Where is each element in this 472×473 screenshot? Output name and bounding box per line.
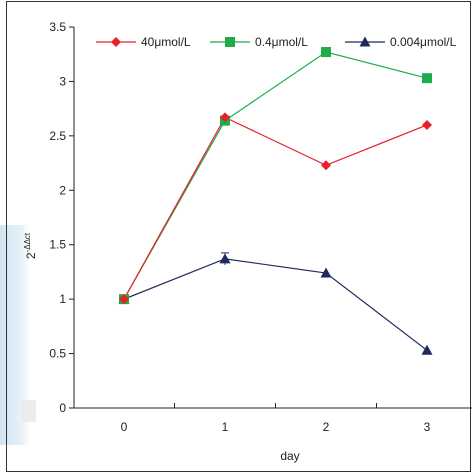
x-tick-label: 2 — [323, 420, 330, 434]
legend: 40μmol/L 0.4μmol/L 0.004μmol/L — [96, 35, 457, 49]
legend-label: 40μmol/L — [141, 35, 191, 49]
background-blur-fragment — [22, 400, 36, 422]
legend-marker — [225, 37, 235, 47]
x-axis-ticks: 0 1 2 3 — [121, 403, 431, 434]
data-point — [320, 267, 332, 278]
legend-marker — [359, 36, 371, 47]
y-tick-label: 0.5 — [49, 347, 66, 361]
data-point — [220, 112, 230, 123]
data-point — [219, 253, 231, 264]
legend-label: 0.004μmol/L — [390, 35, 457, 49]
data-point — [321, 160, 331, 171]
x-tick-label: 3 — [424, 420, 431, 434]
data-point — [321, 47, 331, 58]
series-line — [123, 51, 428, 300]
y-tick-label: 1.5 — [49, 238, 66, 252]
series-markers — [118, 47, 433, 355]
y-tick-label: 3.5 — [49, 20, 66, 34]
x-tick-label: 0 — [121, 420, 128, 434]
data-point — [422, 73, 432, 84]
data-point — [422, 119, 432, 130]
y-axis-ticks: 0 0.5 1 1.5 2 2.5 3 3.5 — [49, 20, 74, 415]
y-tick-label: 2.5 — [49, 129, 66, 143]
y-axis-title-exponent: -ΔΔct — [23, 232, 32, 252]
x-axis-title: day — [280, 449, 299, 463]
x-tick-label: 1 — [222, 420, 229, 434]
y-tick-label: 3 — [59, 74, 66, 88]
axes — [73, 27, 472, 409]
y-axis-title: 2-ΔΔct — [23, 232, 38, 259]
data-point — [421, 344, 433, 355]
series-line — [123, 258, 428, 351]
y-axis-title-base: 2 — [24, 252, 38, 259]
legend-marker — [111, 37, 121, 47]
y-tick-label: 2 — [59, 183, 66, 197]
series-line — [123, 116, 428, 300]
data-point — [119, 294, 129, 305]
y-tick-label: 0 — [59, 401, 66, 415]
legend-label: 0.4μmol/L — [255, 35, 308, 49]
y-tick-label: 1 — [59, 292, 66, 306]
figure-border — [6, 1, 471, 472]
series-lines — [123, 51, 428, 351]
